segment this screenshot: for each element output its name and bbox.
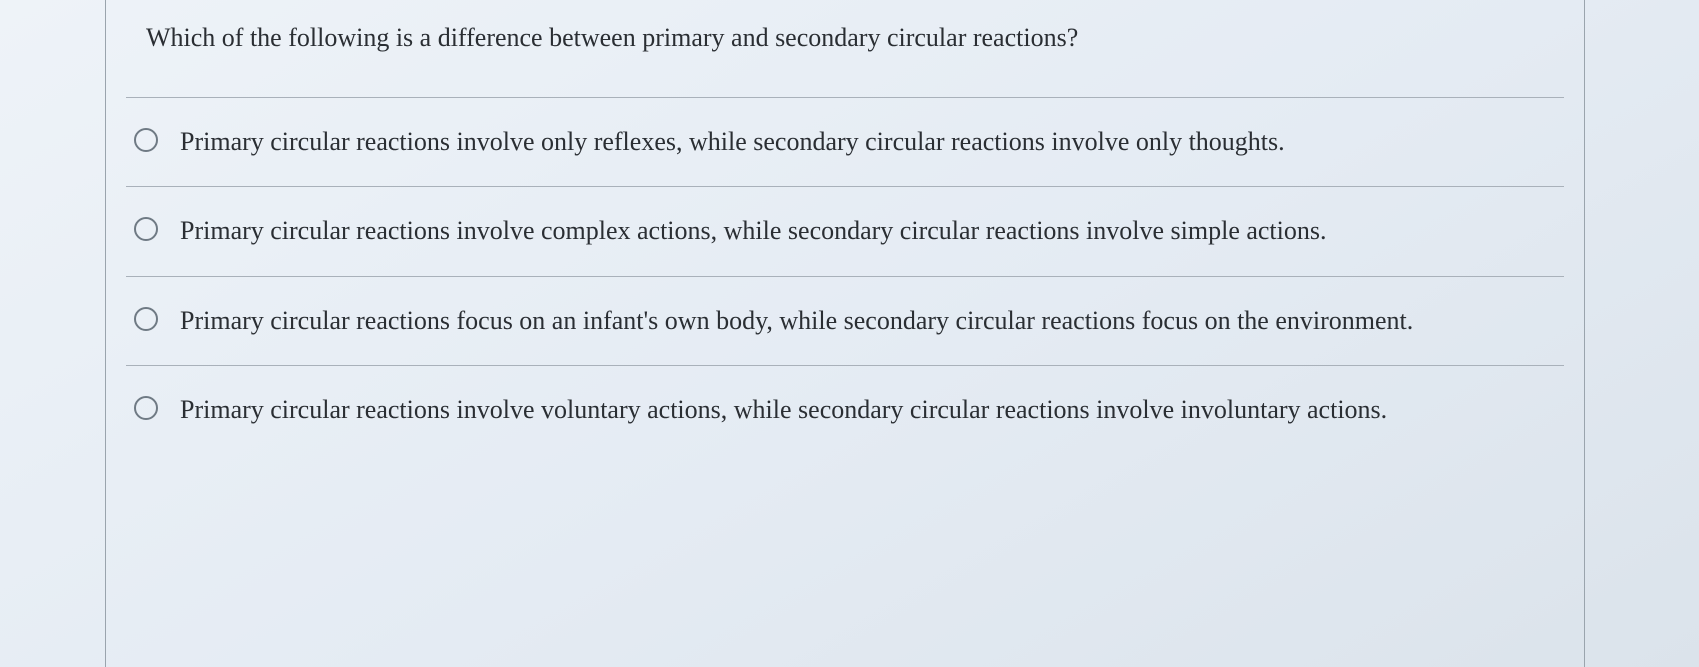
answer-option-text: Primary circular reactions focus on an i… [180, 301, 1413, 341]
radio-icon[interactable] [134, 396, 158, 420]
answer-option-text: Primary circular reactions involve compl… [180, 211, 1327, 251]
question-panel: Which of the following is a difference b… [105, 0, 1585, 667]
answer-option-4[interactable]: Primary circular reactions involve volun… [106, 366, 1584, 454]
answer-option-1[interactable]: Primary circular reactions involve only … [106, 98, 1584, 186]
page-background: Which of the following is a difference b… [0, 0, 1699, 667]
radio-icon[interactable] [134, 307, 158, 331]
answer-option-text: Primary circular reactions involve only … [180, 122, 1285, 162]
question-prompt: Which of the following is a difference b… [106, 0, 1584, 97]
answer-option-text: Primary circular reactions involve volun… [180, 390, 1387, 430]
radio-icon[interactable] [134, 128, 158, 152]
radio-icon[interactable] [134, 217, 158, 241]
answer-option-2[interactable]: Primary circular reactions involve compl… [106, 187, 1584, 275]
answer-option-3[interactable]: Primary circular reactions focus on an i… [106, 277, 1584, 365]
